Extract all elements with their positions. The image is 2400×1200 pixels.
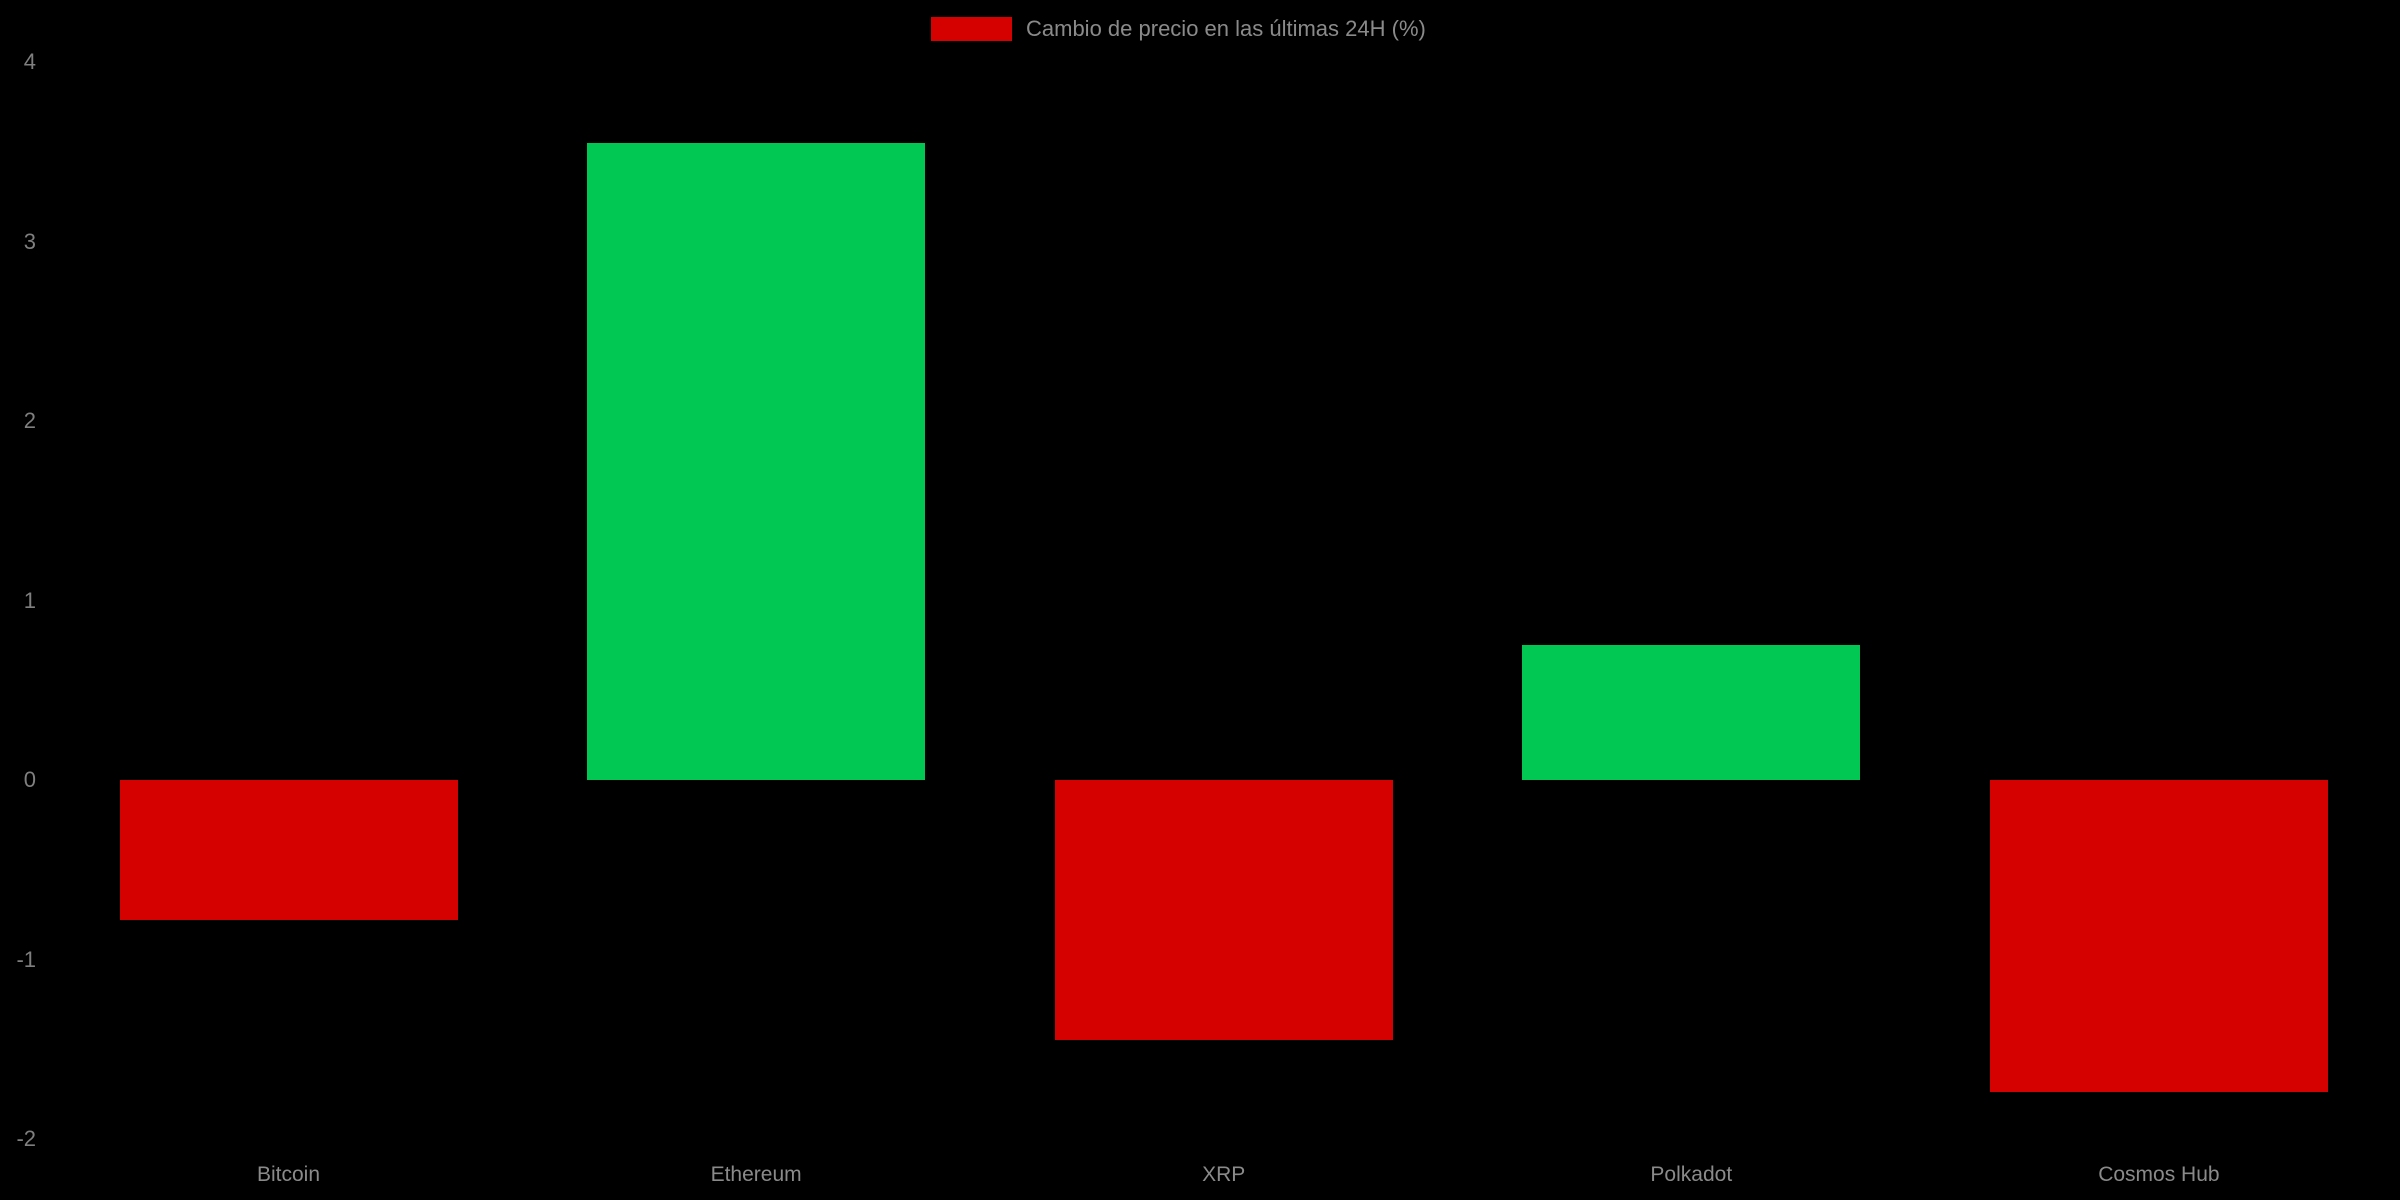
x-axis-category-label: Cosmos Hub xyxy=(2098,1163,2220,1186)
y-axis-tick-label: 2 xyxy=(23,408,36,433)
legend-label: Cambio de precio en las últimas 24H (%) xyxy=(1026,16,1426,41)
bar-polkadot[interactable] xyxy=(1522,645,1861,780)
y-axis-tick-label: 4 xyxy=(23,49,36,74)
y-axis-tick-label: 0 xyxy=(23,767,36,792)
bar-xrp[interactable] xyxy=(1054,780,1393,1041)
legend: Cambio de precio en las últimas 24H (%) xyxy=(931,17,1426,41)
x-axis-category-label: Polkadot xyxy=(1650,1163,1733,1186)
y-axis-tick-label: -2 xyxy=(16,1126,36,1151)
y-axis-tick-label: 1 xyxy=(23,587,36,613)
x-axis-category-label: XRP xyxy=(1202,1163,1246,1186)
x-axis-category-label: Bitcoin xyxy=(256,1163,321,1186)
legend-swatch xyxy=(931,17,1012,41)
bar-ethereum[interactable] xyxy=(587,142,926,780)
bar-cosmos-hub[interactable] xyxy=(1989,780,2328,1093)
y-axis-tick-label: -1 xyxy=(16,946,36,972)
x-axis-category-label: Ethereum xyxy=(710,1163,802,1186)
y-axis-tick-label: 3 xyxy=(23,228,36,254)
bar-bitcoin[interactable] xyxy=(119,780,458,920)
